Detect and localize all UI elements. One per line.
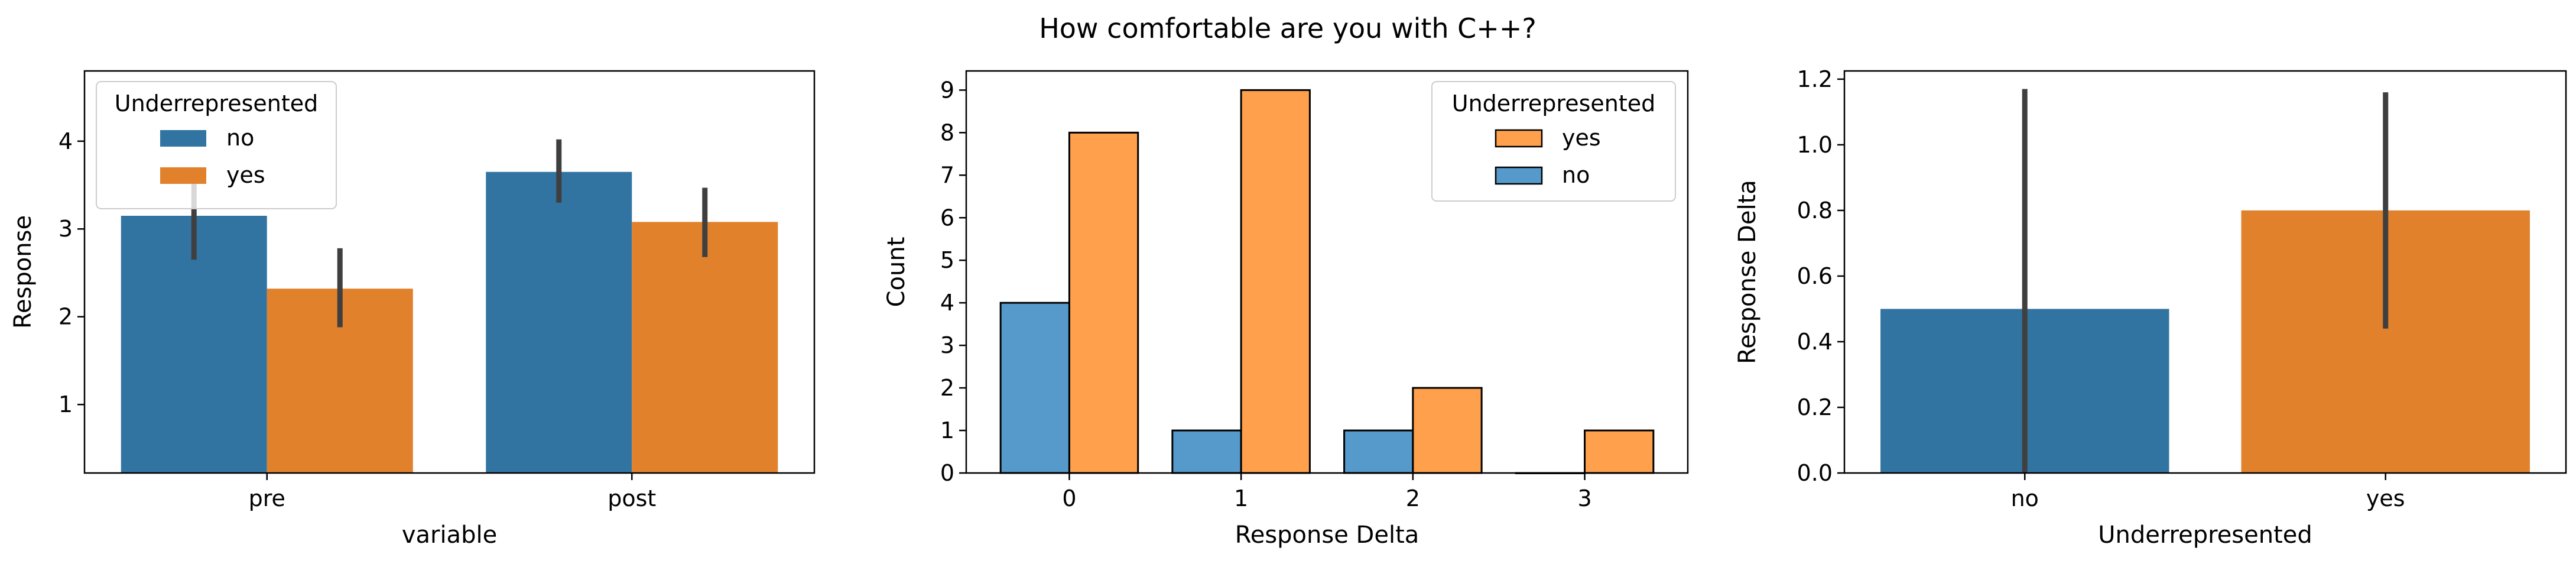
bar-yes-0	[1068, 131, 1139, 474]
y-tick-label: 3	[59, 216, 73, 242]
y-tick-label: 6	[940, 205, 954, 231]
bar-yes-post	[632, 222, 778, 473]
legend-box	[96, 81, 337, 209]
x-tick-label: yes	[2366, 485, 2405, 511]
figure-title: How comfortable are you with C++?	[1039, 12, 1536, 44]
y-tick-label: 3	[940, 332, 954, 358]
axes-frame	[1843, 70, 2567, 474]
y-tick-label: 1	[940, 417, 954, 443]
bar-yes-2	[1412, 387, 1483, 474]
x-axis-label: Response Delta	[1235, 521, 1419, 549]
axes-frame	[83, 70, 816, 474]
y-axis-label: Response	[9, 215, 37, 329]
y-tick-label: 1.0	[1797, 132, 1833, 158]
axes-frame	[965, 70, 1689, 474]
chart-response-delta-by-group: 0.0 0.2 0.4 0.6 0.8 1.0 1.2 Underrepresented Res…	[1734, 66, 2567, 549]
y-tick-label: 0.2	[1797, 394, 1833, 420]
x-tick-label: 2	[1406, 485, 1420, 511]
x-tick-label: pre	[249, 485, 285, 511]
y-tick-label: 4	[59, 128, 73, 154]
bar-no-2	[1343, 429, 1414, 474]
legend-label-no: no	[226, 125, 254, 151]
x-tick-label: no	[2011, 485, 2039, 511]
bar-no-post	[486, 171, 632, 473]
y-tick-label: 2	[940, 375, 954, 401]
bar-yes-3	[1584, 429, 1655, 474]
x-tick-label: 0	[1062, 485, 1076, 511]
y-tick-label: 7	[940, 162, 954, 188]
x-tick-label: 3	[1577, 485, 1591, 511]
y-tick-label: 0.0	[1797, 460, 1833, 486]
y-tick-label: 1	[59, 391, 73, 417]
legend-swatch-yes	[160, 167, 206, 184]
bar-yes-1	[1240, 89, 1311, 474]
x-tick-label: 1	[1234, 485, 1248, 511]
legend-title: Underrepresented	[1452, 90, 1655, 116]
y-tick-label: 1.2	[1797, 66, 1833, 92]
chart-count-by-response-delta: 0 1 2 3 4 5 6 7 8 9 Response Delta Count 0 1 2 3 Underre…	[883, 70, 1689, 549]
legend-swatch-yes	[1495, 129, 1543, 148]
y-tick-label: 5	[940, 247, 954, 273]
legend-title: Underrepresented	[115, 90, 318, 116]
x-axis-label: Underrepresented	[2098, 521, 2312, 549]
legend-label-yes: yes	[1562, 125, 1601, 151]
y-axis-label: Response Delta	[1734, 180, 1761, 364]
y-tick-label: 0.8	[1797, 197, 1833, 223]
bar-no-1	[1171, 429, 1242, 474]
x-axis-label: variable	[402, 521, 497, 549]
legend-box	[1431, 81, 1676, 202]
y-tick-label: 9	[940, 77, 954, 103]
y-tick-label: 0	[940, 460, 954, 486]
y-tick-label: 2	[59, 304, 73, 330]
legend-label-yes: yes	[226, 162, 265, 188]
y-tick-label: 4	[940, 290, 954, 316]
legend-label-no: no	[1562, 162, 1590, 188]
y-tick-label: 0.6	[1797, 263, 1833, 289]
legend-swatch-no	[160, 130, 206, 147]
chart-response-by-variable: 1 2 3 4 variable Response pre post Underrepresen…	[9, 70, 816, 549]
y-tick-label: 0.4	[1797, 329, 1833, 355]
x-tick-label: post	[608, 485, 656, 511]
y-axis-label: Count	[883, 237, 910, 307]
legend-swatch-no	[1495, 166, 1543, 185]
y-tick-label: 8	[940, 119, 954, 145]
bar-no-0	[999, 302, 1070, 474]
